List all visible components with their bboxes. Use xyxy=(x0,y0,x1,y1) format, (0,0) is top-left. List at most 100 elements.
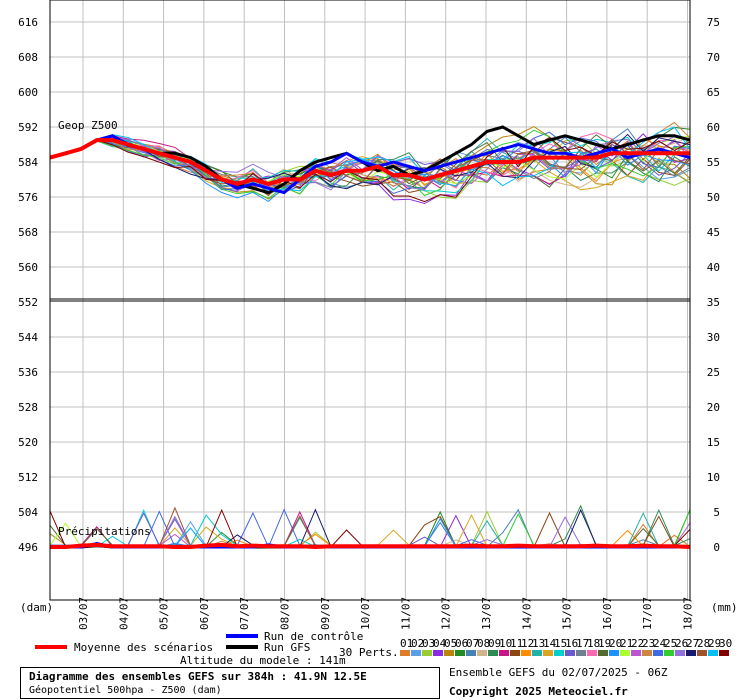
precip-panel-label: Précipitations xyxy=(58,525,151,538)
perturbation-swatch xyxy=(499,650,509,656)
perturbation-id-label: 08 xyxy=(477,637,490,650)
geop-panel-label: Geop Z500 xyxy=(58,119,118,132)
left-tick-label: 592 xyxy=(18,121,38,134)
perturbation-swatch xyxy=(466,650,476,656)
date-tick-label: 04/07 xyxy=(117,597,130,630)
date-tick-label: 08/07 xyxy=(279,597,292,630)
right-tick-label: 15 xyxy=(707,436,720,449)
perturbation-swatch xyxy=(433,650,443,656)
plot-frame xyxy=(49,0,691,601)
series-geop-line xyxy=(49,138,690,186)
perturbation-swatch xyxy=(719,650,729,656)
perturbation-swatch xyxy=(488,650,498,656)
left-tick-label: 584 xyxy=(18,156,38,169)
date-tick-label: 11/07 xyxy=(399,597,412,630)
perturbation-swatch xyxy=(532,650,542,656)
right-axis-unit: (mm) xyxy=(711,601,738,614)
perturbation-swatch xyxy=(444,650,454,656)
perturbation-swatch xyxy=(631,650,641,656)
main-series-lines xyxy=(49,125,691,550)
right-tick-label: 55 xyxy=(707,156,720,169)
date-tick-label: 12/07 xyxy=(440,597,453,630)
perturbation-id-label: 27 xyxy=(686,637,699,650)
right-tick-label: 75 xyxy=(707,16,720,29)
gfs-legend-label: Run GFS xyxy=(264,641,310,654)
perturbation-id-label: 18 xyxy=(587,637,600,650)
perturbation-swatch xyxy=(598,650,608,656)
perturbation-swatch xyxy=(400,650,410,656)
perturbation-id-label: 06 xyxy=(455,637,468,650)
perturbation-swatch xyxy=(609,650,619,656)
left-tick-label: 552 xyxy=(18,296,38,309)
right-tick-label: 35 xyxy=(707,296,720,309)
perturbation-swatch xyxy=(455,650,465,656)
perturbation-swatch xyxy=(620,650,630,656)
perturbation-id-label: 01 xyxy=(400,637,413,650)
left-tick-label: 576 xyxy=(18,191,38,204)
left-tick-label: 520 xyxy=(18,436,38,449)
perturbation-swatch xyxy=(653,650,663,656)
perturbation-line xyxy=(49,133,691,190)
date-tick-label: 05/07 xyxy=(158,597,171,630)
date-tick-label: 06/07 xyxy=(198,597,211,630)
perturbation-swatch xyxy=(510,650,520,656)
right-tick-label: 25 xyxy=(707,366,720,379)
perturbation-id-label: 13 xyxy=(532,637,545,650)
perturbation-id-label: 29 xyxy=(708,637,721,650)
perturbation-swatch xyxy=(565,650,575,656)
perturbation-id-label: 21 xyxy=(620,637,633,650)
right-tick-label: 60 xyxy=(707,121,720,134)
perturbation-line xyxy=(49,138,691,197)
perturbation-swatch xyxy=(422,650,432,656)
right-tick-label: 45 xyxy=(707,226,720,239)
perturbation-id-label: 10 xyxy=(499,637,512,650)
left-tick-label: 608 xyxy=(18,51,38,64)
perturbation-id-label: 04 xyxy=(433,637,447,650)
left-tick-label: 528 xyxy=(18,401,38,414)
title-box: Diagramme des ensembles GEFS sur 384h : … xyxy=(20,667,440,699)
altitude-label: Altitude du modele : 141m xyxy=(180,654,346,667)
date-tick-label: 13/07 xyxy=(480,597,493,630)
date-tick-label: 14/07 xyxy=(520,597,533,630)
perturbation-id-label: 03 xyxy=(422,637,435,650)
left-tick-label: 568 xyxy=(18,226,38,239)
perturbation-id-label: 09 xyxy=(488,637,501,650)
perturbation-id-label: 25 xyxy=(664,637,677,650)
perturbation-id-label: 28 xyxy=(697,637,710,650)
perturbation-id-label: 02 xyxy=(411,637,424,650)
perturbation-swatch xyxy=(521,650,531,656)
perturbation-id-label: 20 xyxy=(609,637,622,650)
perturbation-swatch xyxy=(587,650,597,656)
perturbation-swatch xyxy=(554,650,564,656)
copyright: Copyright 2025 Meteociel.fr xyxy=(449,685,628,698)
perturbation-id-label: 12 xyxy=(521,637,534,650)
perturbation-line xyxy=(49,136,691,203)
left-tick-label: 600 xyxy=(18,86,38,99)
perturbation-id-label: 16 xyxy=(565,637,578,650)
left-tick-label: 560 xyxy=(18,261,38,274)
perturbation-id-label: 26 xyxy=(675,637,688,650)
right-tick-label: 20 xyxy=(707,401,720,414)
perturbations-label: 30 Perts. xyxy=(339,646,399,659)
left-tick-label: 496 xyxy=(18,541,38,554)
perturbation-id-label: 14 xyxy=(543,637,557,650)
perturbation-swatch xyxy=(664,650,674,656)
perturbation-swatch xyxy=(576,650,586,656)
ensemble-info: Ensemble GEFS du 02/07/2025 - 06Z xyxy=(449,666,668,679)
date-tick-label: 09/07 xyxy=(319,597,332,630)
right-tick-label: 30 xyxy=(707,331,720,344)
right-tick-label: 65 xyxy=(707,86,720,99)
perturbation-swatch xyxy=(675,650,685,656)
date-tick-label: 16/07 xyxy=(601,597,614,630)
right-tick-label: 40 xyxy=(707,261,720,274)
perturbation-id-label: 24 xyxy=(653,637,667,650)
perturbation-swatch xyxy=(543,650,553,656)
perturbation-id-label: 11 xyxy=(510,637,523,650)
right-tick-label: 70 xyxy=(707,51,720,64)
left-tick-label: 504 xyxy=(18,506,38,519)
mean-legend-label: Moyenne des scénarios xyxy=(74,641,213,654)
perturbation-id-label: 05 xyxy=(444,637,457,650)
perturbation-id-label: 19 xyxy=(598,637,611,650)
